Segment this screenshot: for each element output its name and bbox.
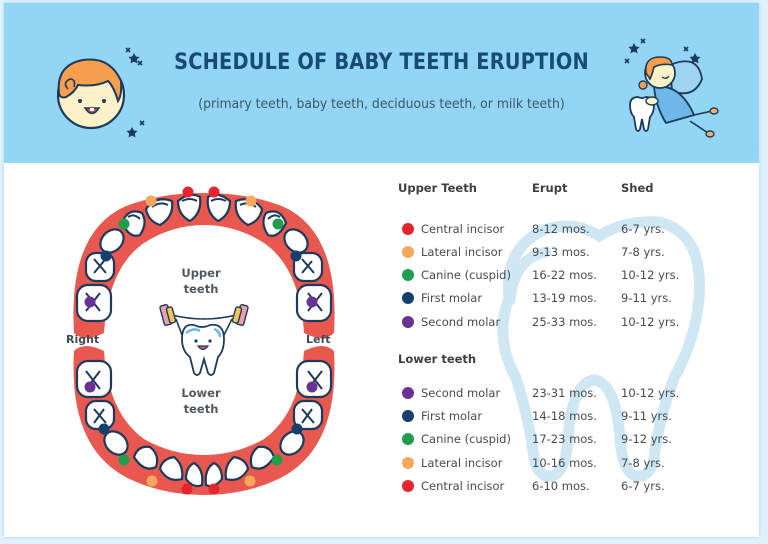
upper-dots xyxy=(84,186,318,308)
lower-dots xyxy=(84,381,318,495)
color-dot xyxy=(402,292,414,304)
table-row: First molar 14-18 mos. 9-11 yrs. xyxy=(397,408,697,426)
upper-label-line1: Upper xyxy=(181,266,221,280)
lower-label-line1: Lower xyxy=(181,386,221,400)
shed-value: 6-7 yrs. xyxy=(621,479,665,493)
shed-value: 6-7 yrs. xyxy=(621,222,665,236)
upper-label-line2: teeth xyxy=(183,282,219,296)
color-dot xyxy=(402,387,414,399)
erupt-value: 6-10 mos. xyxy=(532,479,590,493)
table-row: Canine (cuspid) 17-23 mos. 9-12 yrs. xyxy=(397,431,697,449)
tooth-name: First molar xyxy=(421,291,483,305)
tooth-name: Lateral incisor xyxy=(421,456,503,470)
shed-value: 7-8 yrs. xyxy=(621,456,665,470)
table-row: First molar 13-19 mos. 9-11 yrs. xyxy=(397,290,697,308)
shed-value: 10-12 yrs. xyxy=(621,315,680,329)
wave-divider xyxy=(4,143,759,157)
tooth-lifting-barbell-icon xyxy=(159,304,249,376)
erupt-value: 13-19 mos. xyxy=(532,291,597,305)
teeth-diagram: Upper teeth Lower teeth Right Left xyxy=(54,173,354,503)
page-subtitle: (primary teeth, baby teeth, deciduous te… xyxy=(198,96,565,112)
baby-face-icon xyxy=(56,47,145,138)
tooth-name: Canine (cuspid) xyxy=(421,432,511,446)
color-dot xyxy=(402,410,414,422)
page-title: SCHEDULE OF BABY TEETH ERUPTION xyxy=(174,50,589,75)
color-dot xyxy=(402,480,414,492)
right-side-label: Right xyxy=(66,333,100,346)
color-dot xyxy=(402,433,414,445)
lower-label-line2: teeth xyxy=(183,402,219,416)
erupt-value: 10-16 mos. xyxy=(532,456,597,470)
table-row: Central incisor 8-12 mos. 6-7 yrs. xyxy=(397,221,697,239)
color-dot xyxy=(402,246,414,258)
upper-teeth-label: Upper teeth xyxy=(171,265,231,297)
table-row: Second molar 25-33 mos. 10-12 yrs. xyxy=(397,314,697,332)
color-dot xyxy=(402,457,414,469)
shed-value: 9-11 yrs. xyxy=(621,409,672,423)
table-row: Lateral incisor 10-16 mos. 7-8 yrs. xyxy=(397,455,697,473)
erupt-value: 23-31 mos. xyxy=(532,386,597,400)
shed-value: 9-12 yrs. xyxy=(621,432,672,446)
lower-teeth-header: Lower teeth xyxy=(398,352,477,366)
table-row: Central incisor 6-10 mos. 6-7 yrs. xyxy=(397,478,697,496)
erupt-value: 25-33 mos. xyxy=(532,315,597,329)
shed-value: 7-8 yrs. xyxy=(621,245,665,259)
erupt-value: 17-23 mos. xyxy=(532,432,597,446)
upper-teeth-header: Upper Teeth xyxy=(398,181,477,195)
table-row: Second molar 23-31 mos. 10-12 yrs. xyxy=(397,385,697,403)
table-row: Lateral incisor 9-13 mos. 7-8 yrs. xyxy=(397,244,697,262)
shed-header: Shed xyxy=(621,181,654,195)
erupt-value: 16-22 mos. xyxy=(532,268,597,282)
table-row: Canine (cuspid) 16-22 mos. 10-12 yrs. xyxy=(397,267,697,285)
tooth-name: Central incisor xyxy=(421,222,505,236)
left-side-label: Left xyxy=(306,333,331,346)
tooth-name: Central incisor xyxy=(421,479,505,493)
color-dot xyxy=(402,223,414,235)
tooth-name: First molar xyxy=(421,409,483,423)
shed-value: 10-12 yrs. xyxy=(621,386,680,400)
tooth-name: Second molar xyxy=(421,315,501,329)
tooth-name: Lateral incisor xyxy=(421,245,503,259)
tooth-name: Canine (cuspid) xyxy=(421,268,511,282)
large-tooth-outline-icon xyxy=(497,216,705,482)
tooth-name: Second molar xyxy=(421,386,501,400)
erupt-value: 9-13 mos. xyxy=(532,245,590,259)
color-dot xyxy=(402,316,414,328)
erupt-value: 8-12 mos. xyxy=(532,222,590,236)
tooth-fairy-icon xyxy=(624,38,719,138)
infographic: SCHEDULE OF BABY TEETH ERUPTION (primary… xyxy=(4,3,759,537)
dental-arches-illustration xyxy=(73,186,335,495)
color-dot xyxy=(402,269,414,281)
erupt-header: Erupt xyxy=(532,181,568,195)
shed-value: 9-11 yrs. xyxy=(621,291,672,305)
lower-teeth-label: Lower teeth xyxy=(171,385,231,417)
shed-value: 10-12 yrs. xyxy=(621,268,680,282)
erupt-value: 14-18 mos. xyxy=(532,409,597,423)
